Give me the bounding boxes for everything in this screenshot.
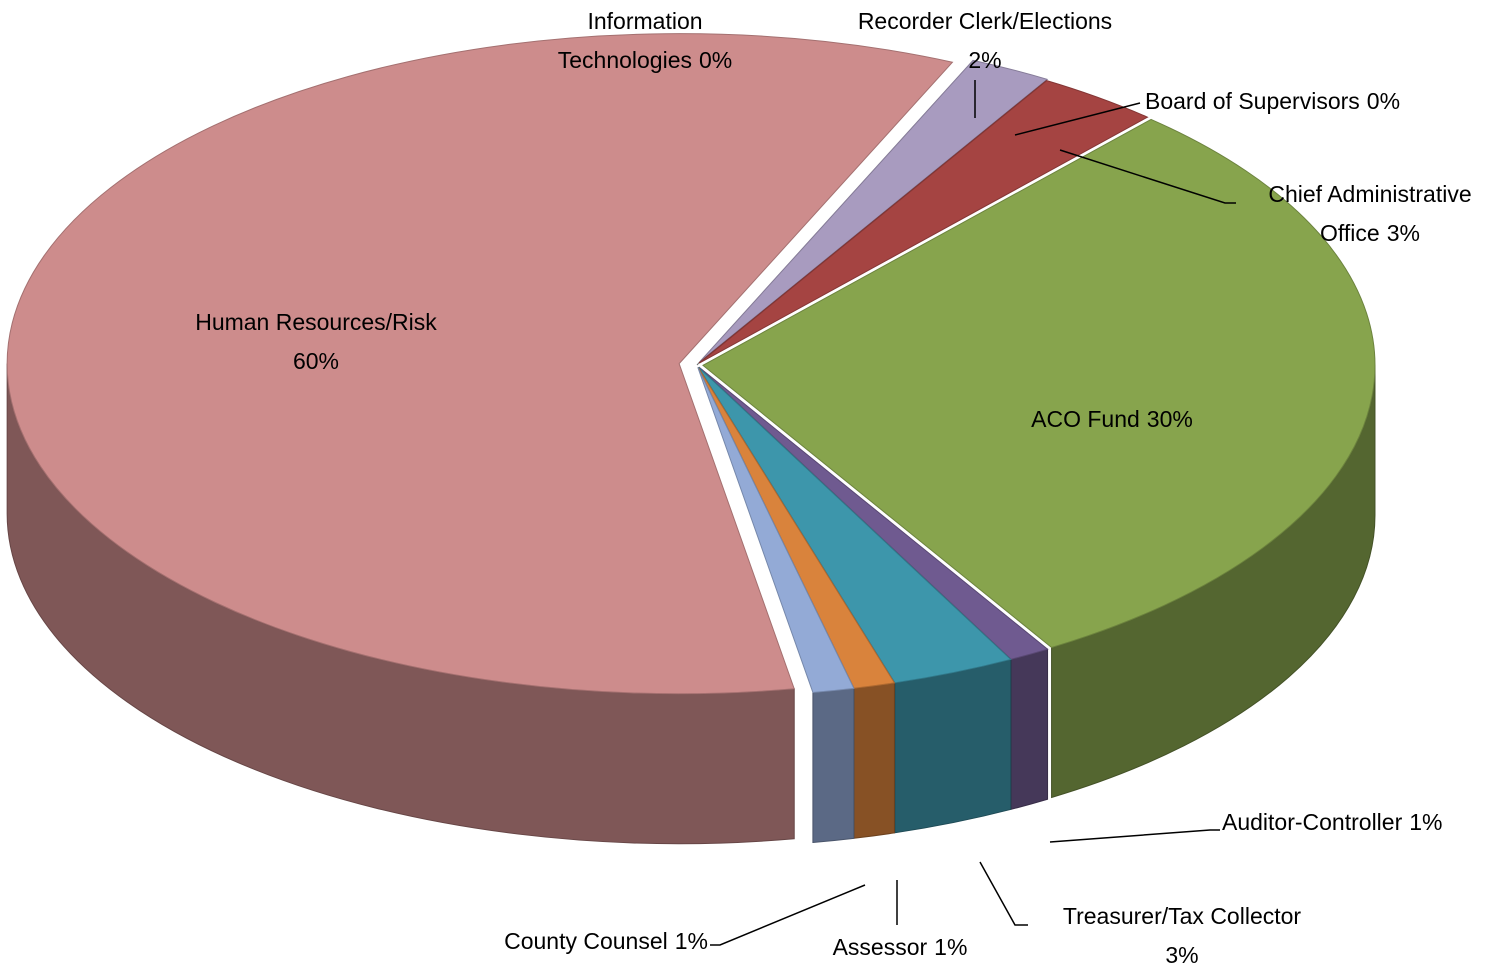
slice-value-label: 0% (699, 47, 733, 73)
slice-name: ACO Fund (1031, 406, 1140, 432)
slice-name: Auditor-Controller (1222, 809, 1403, 835)
slice-label: Recorder Clerk/Elections 2% (805, 2, 1165, 80)
slice-label: Treasurer/Tax Collector 3% (1012, 897, 1352, 966)
leader-line (1049, 829, 1220, 843)
pie-side (812, 687, 855, 844)
pie-slice (6, 33, 954, 695)
leader-line (1059, 149, 1236, 204)
slice-name: Assessor (832, 934, 928, 960)
slice-value-label: 1% (934, 934, 968, 960)
slice-label: Assessor 1% (833, 928, 968, 966)
slice-value-label: 2% (968, 47, 1002, 73)
slice-name: Human Resources/Risk (195, 309, 437, 335)
slice-name: Board of Supervisors (1145, 88, 1360, 114)
pie-slice (698, 366, 1012, 684)
slice-value-label: 1% (1409, 809, 1443, 835)
slice-name: County Counsel (504, 928, 668, 954)
slice-value-label: 60% (292, 348, 340, 374)
slice-value-label: 3% (1386, 220, 1420, 246)
leader-lines (710, 80, 1236, 946)
pie-slice (702, 118, 1376, 649)
slice-name: Chief Administrative Office (1268, 181, 1472, 246)
pie-side (853, 682, 895, 839)
slice-name: Information Technologies (557, 8, 703, 73)
slice-label: Human Resources/Risk 60% (156, 303, 476, 381)
slice-label: Board of Supervisors 0% (1145, 82, 1400, 121)
pie-slice (697, 367, 855, 694)
slice-value-label: 1% (674, 928, 708, 954)
slice-label: ACO Fund 30% (1031, 400, 1193, 439)
slice-label: County Counsel 1% (504, 922, 708, 961)
slice-value-label: 30% (1146, 406, 1193, 432)
pie-tops (6, 33, 1376, 695)
slice-value-label: 3% (1165, 942, 1199, 966)
slice-name: Treasurer/Tax Collector (1062, 903, 1302, 929)
leader-line (1014, 102, 1141, 136)
leader-line (710, 884, 866, 946)
pie-sides (6, 363, 1376, 845)
slice-value-label: 0% (1366, 88, 1401, 114)
pie-side (894, 658, 1012, 834)
pie-slice (699, 80, 1149, 364)
pie-side (1010, 648, 1049, 810)
slice-name: Recorder Clerk/Elections (857, 8, 1113, 34)
slice-label: Chief Administrative Office 3% (1225, 175, 1509, 253)
leader-line (979, 861, 1028, 926)
slice-label: Information Technologies 0% (520, 2, 770, 80)
slice-label: Auditor-Controller 1% (1222, 803, 1443, 842)
pie-slice (699, 59, 1049, 363)
